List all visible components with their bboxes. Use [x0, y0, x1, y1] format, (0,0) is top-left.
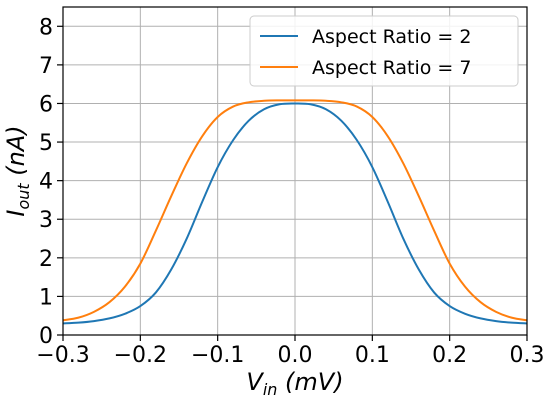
x-tick-label: 0.2 — [432, 343, 467, 368]
y-axis-label-unit: (nA) — [2, 125, 30, 183]
x-tick-label: 0.0 — [278, 343, 313, 368]
x-axis-label: Vin (mV) — [246, 368, 343, 399]
series-line-1 — [62, 102, 528, 325]
x-ticks: −0.3 −0.2 −0.1 0.0 0.1 0.2 0.3 — [36, 335, 545, 368]
x-axis-label-main: V — [246, 368, 264, 396]
legend-label-1: Aspect Ratio = 2 — [312, 26, 471, 48]
x-tick-label: −0.3 — [36, 343, 89, 368]
series-lines — [62, 99, 528, 325]
y-tick-label: 8 — [39, 15, 53, 40]
y-tick-label: 6 — [39, 92, 53, 117]
series-line-2 — [62, 99, 528, 322]
y-axis-label: Iout (nA) — [2, 125, 33, 216]
x-tick-label: 0.3 — [510, 343, 545, 368]
legend-label-2: Aspect Ratio = 7 — [312, 57, 471, 79]
y-tick-label: 3 — [39, 208, 53, 233]
y-tick-label: 7 — [39, 54, 53, 79]
y-ticks: 0 1 2 3 4 5 6 7 8 — [39, 15, 63, 349]
y-tick-label: 5 — [39, 131, 53, 156]
y-axis-label-main: I — [2, 210, 30, 217]
y-tick-label: 2 — [39, 247, 53, 272]
x-axis-label-sub: in — [263, 380, 278, 399]
y-tick-label: 4 — [39, 170, 53, 195]
y-axis-label-sub: out — [14, 183, 33, 210]
x-axis-label-unit: (mV) — [277, 368, 343, 396]
x-tick-label: −0.2 — [114, 343, 167, 368]
x-tick-label: −0.1 — [191, 343, 244, 368]
legend-box — [249, 15, 519, 87]
x-tick-label: 0.1 — [355, 343, 390, 368]
y-tick-label: 1 — [39, 285, 53, 310]
legend: Aspect Ratio = 2 Aspect Ratio = 7 — [249, 15, 519, 87]
y-tick-label: 0 — [39, 324, 53, 349]
